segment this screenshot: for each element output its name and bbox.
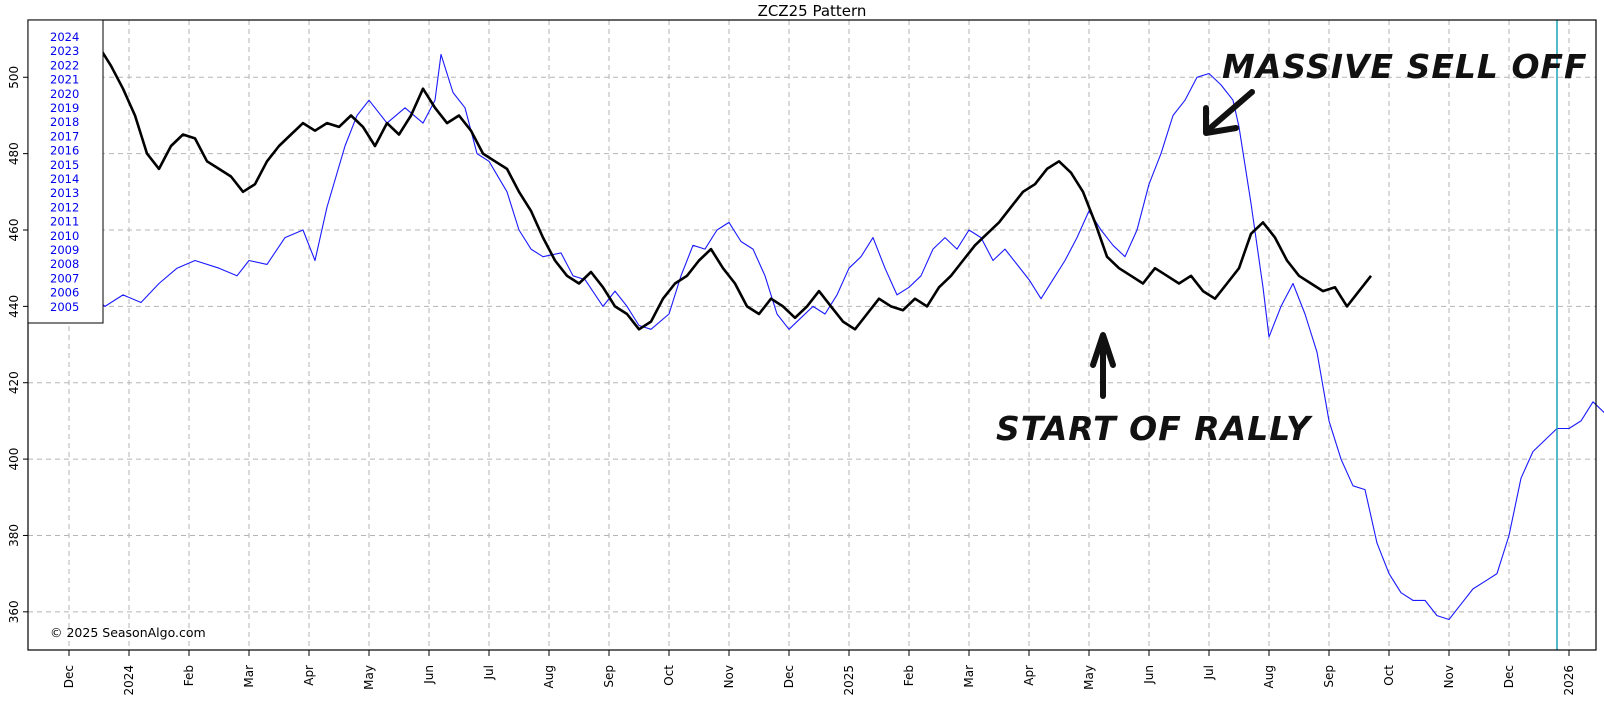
x-tick-label: May xyxy=(362,665,376,690)
x-tick-label: Oct xyxy=(1382,665,1396,686)
y-tick-label: 440 xyxy=(7,295,21,318)
legend-year-entry: 2012 xyxy=(50,200,79,214)
legend-box xyxy=(27,19,104,324)
x-tick-label: Mar xyxy=(242,665,256,688)
arrow-sell-off-icon xyxy=(1205,89,1255,133)
x-tick-label: Sep xyxy=(1322,665,1336,688)
annotations: MASSIVE SELL OFF START OF RALLY xyxy=(996,47,1588,448)
x-tick-label: Aug xyxy=(1262,665,1276,688)
x-tick-label: Sep xyxy=(602,665,616,688)
legend-year-entry: 2006 xyxy=(50,286,79,300)
arrow-sell-off-head-icon xyxy=(1203,105,1239,136)
legend-year-entry: 2019 xyxy=(50,101,79,115)
legend: 2024202320222021202020192018201720162015… xyxy=(27,19,104,324)
x-tick-label: 2024 xyxy=(122,665,136,696)
legend-year-entry: 2017 xyxy=(50,129,79,143)
legend-year-entry: 2005 xyxy=(50,300,79,314)
x-tick-label: Nov xyxy=(1442,665,1456,688)
x-tick-label: 2026 xyxy=(1562,665,1576,696)
x-tick-label: Dec xyxy=(62,665,76,688)
series-line-current xyxy=(68,45,1373,331)
legend-year-entry: 2018 xyxy=(50,115,79,129)
x-tick-label: Jun xyxy=(1142,665,1156,685)
legend-year-entry: 2008 xyxy=(50,257,79,271)
legend-year-entry: 2015 xyxy=(50,158,79,172)
x-tick-label: Oct xyxy=(662,665,676,686)
x-tick-label: Jul xyxy=(482,665,496,680)
x-tick-label: Apr xyxy=(302,665,316,686)
annotation-rally: START OF RALLY xyxy=(996,409,1313,448)
chart-title: ZCZ25 Pattern xyxy=(758,2,867,20)
legend-year-entry: 2011 xyxy=(50,215,79,229)
legend-year-entry: 2022 xyxy=(50,58,79,72)
x-tick-label: Jun xyxy=(422,665,436,685)
x-tick-label: May xyxy=(1082,665,1096,690)
x-tick-label: Feb xyxy=(182,665,196,686)
legend-year-entry: 2021 xyxy=(50,73,79,87)
y-tick-label: 400 xyxy=(7,448,21,471)
x-tick-label: Feb xyxy=(902,665,916,686)
legend-year-entry: 2016 xyxy=(50,144,79,158)
x-tick-label: Apr xyxy=(1022,665,1036,686)
series-group xyxy=(68,45,1604,621)
y-tick-label: 360 xyxy=(7,600,21,623)
annotation-sell-off: MASSIVE SELL OFF xyxy=(1222,47,1588,86)
x-tick-label: 2025 xyxy=(842,665,856,696)
x-tick-label: Aug xyxy=(542,665,556,688)
x-tick-label: Dec xyxy=(782,665,796,688)
copyright-text: © 2025 SeasonAlgo.com xyxy=(50,625,206,640)
legend-year-entry: 2007 xyxy=(50,271,79,285)
legend-year-entry: 2013 xyxy=(50,186,79,200)
plot-frame xyxy=(27,19,1597,651)
y-tick-label: 380 xyxy=(7,524,21,547)
legend-year-entry: 2024 xyxy=(50,30,79,44)
y-tick-label: 480 xyxy=(7,142,21,165)
x-tick-label: Nov xyxy=(722,665,736,688)
x-tick-label: Dec xyxy=(1502,665,1516,688)
legend-year-entry: 2023 xyxy=(50,44,79,58)
grid xyxy=(28,20,1596,650)
y-tick-label: 460 xyxy=(7,219,21,242)
legend-year-entry: 2020 xyxy=(50,87,79,101)
legend-year-entry: 2010 xyxy=(50,229,79,243)
x-tick-label: Mar xyxy=(962,665,976,688)
axis-ticks: 360 380 400 420 440 460 480 500 Dec 2024 Feb Mar Apr… xyxy=(7,66,1576,696)
y-tick-label: 500 xyxy=(7,66,21,89)
x-tick-label: Jul xyxy=(1202,665,1216,680)
series-line-pattern xyxy=(68,53,1604,621)
legend-year-entry: 2009 xyxy=(50,243,79,257)
legend-year-entry: 2014 xyxy=(50,172,79,186)
arrow-rally-head-icon xyxy=(1090,332,1116,368)
y-tick-label: 420 xyxy=(7,371,21,394)
